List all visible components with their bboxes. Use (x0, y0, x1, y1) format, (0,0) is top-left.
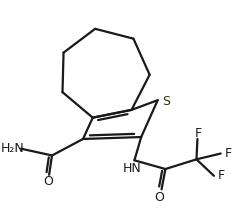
Text: F: F (218, 169, 225, 182)
Text: H₂N: H₂N (0, 142, 24, 155)
Text: S: S (163, 95, 171, 108)
Text: O: O (155, 191, 165, 204)
Text: F: F (225, 147, 232, 160)
Text: HN: HN (123, 162, 142, 175)
Text: F: F (195, 127, 202, 140)
Text: O: O (43, 175, 53, 188)
